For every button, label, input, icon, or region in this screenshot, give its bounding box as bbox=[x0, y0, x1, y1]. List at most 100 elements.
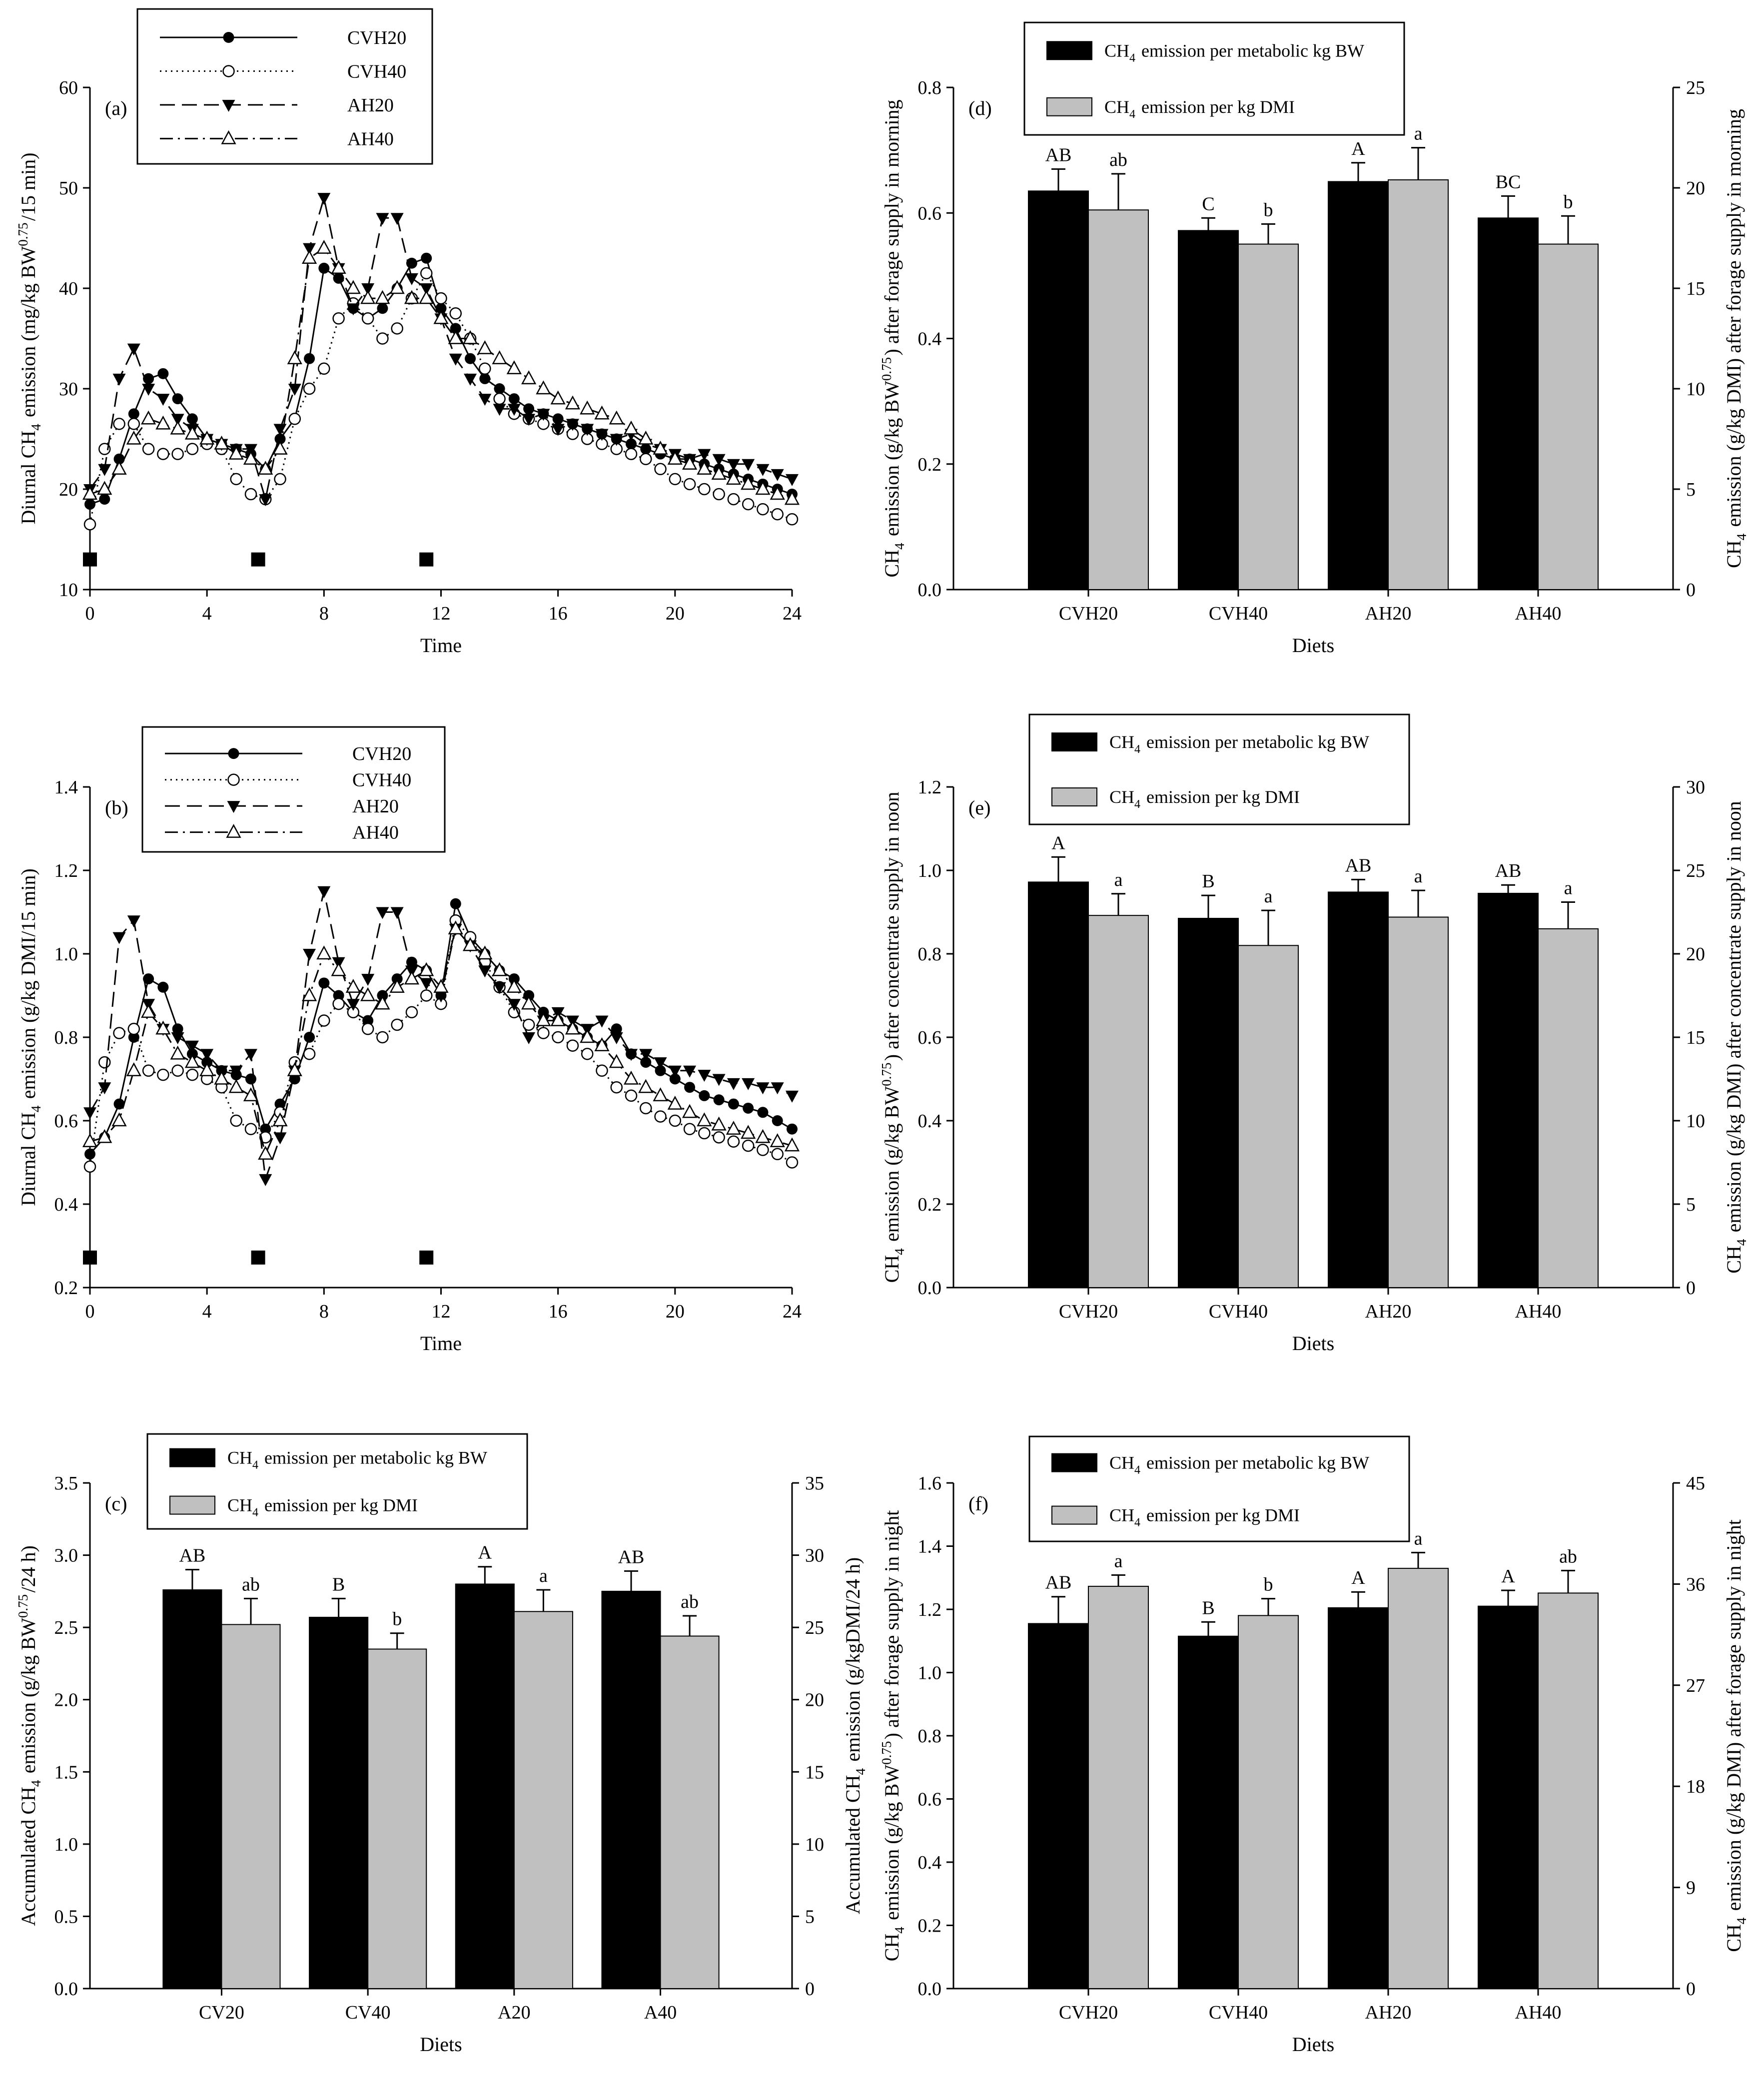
y-tick-label-right: 30 bbox=[1686, 777, 1705, 798]
data-point-CVH40 bbox=[479, 362, 491, 375]
legend-swatch bbox=[1051, 787, 1097, 806]
data-point-CVH40 bbox=[742, 1139, 755, 1152]
y-tick-label-right: 0 bbox=[1686, 580, 1696, 601]
data-point-AH20 bbox=[551, 424, 565, 436]
y-tick-label: 1.4 bbox=[54, 777, 78, 798]
y-tick-label-left: 3.5 bbox=[54, 1473, 78, 1494]
data-point-CVH20 bbox=[655, 1065, 666, 1076]
significance-letter: A bbox=[478, 1542, 492, 1563]
data-point-AH20 bbox=[522, 414, 536, 426]
data-point-AH20 bbox=[712, 1074, 726, 1086]
data-point-AH20 bbox=[361, 283, 375, 295]
y-tick-label-right: 5 bbox=[805, 1906, 815, 1927]
bar-dmi bbox=[1388, 1567, 1449, 1989]
legend-box bbox=[1028, 713, 1410, 825]
y-tick-label-left: 0.0 bbox=[918, 1278, 942, 1299]
y-tick-label-left: 0.4 bbox=[918, 1111, 942, 1132]
data-point-AH40 bbox=[711, 466, 727, 480]
data-point-AH40 bbox=[550, 1012, 566, 1026]
bar-bw bbox=[1328, 1607, 1389, 1989]
data-point-AH40 bbox=[419, 290, 434, 304]
x-tick-label: AH20 bbox=[1365, 2002, 1412, 2023]
feeding-marker bbox=[419, 1250, 434, 1265]
bar-dmi bbox=[1538, 1592, 1599, 1989]
data-point-AH20 bbox=[259, 1174, 272, 1186]
data-point-AH40 bbox=[214, 1070, 229, 1085]
data-point-AH40 bbox=[404, 970, 420, 985]
data-point-AH20 bbox=[259, 494, 272, 507]
y-tick-label-right: 25 bbox=[805, 1617, 824, 1638]
y-axis-title-left: CH4 emission (g/kg BW0.75 ) after forage… bbox=[879, 1510, 907, 1962]
y-tick-label-right: 35 bbox=[805, 1473, 824, 1494]
legend-box bbox=[141, 726, 446, 853]
x-axis-title: Diets bbox=[420, 2033, 462, 2056]
y-tick-label: 0.6 bbox=[54, 1111, 78, 1132]
data-point-CVH40 bbox=[596, 1064, 608, 1077]
y-tick-label-left: 0.2 bbox=[918, 454, 942, 475]
significance-letter: AB bbox=[1495, 860, 1522, 881]
significance-letter: A bbox=[1051, 832, 1065, 853]
data-point-AH40 bbox=[97, 481, 112, 495]
y-tick-label: 0.4 bbox=[54, 1194, 78, 1215]
x-tick-label: 8 bbox=[319, 603, 329, 624]
legend-swatch bbox=[1046, 41, 1092, 60]
data-point-AH40 bbox=[784, 491, 800, 505]
data-point-CVH40 bbox=[361, 312, 374, 325]
data-point-CVH20 bbox=[157, 981, 169, 993]
y-tick-label: 60 bbox=[59, 77, 78, 98]
data-point-AH20 bbox=[171, 1032, 184, 1044]
feeding-marker bbox=[251, 552, 265, 567]
data-point-CVH40 bbox=[654, 463, 667, 476]
data-point-CVH20 bbox=[186, 1048, 198, 1060]
data-point-AH20 bbox=[639, 1049, 653, 1061]
data-point-CVH20 bbox=[421, 252, 432, 264]
data-point-AH40 bbox=[550, 390, 566, 405]
significance-letter: a bbox=[1564, 877, 1573, 898]
data-point-AH20 bbox=[434, 990, 448, 1003]
data-point-CVH40 bbox=[610, 1081, 623, 1094]
data-point-AH40 bbox=[301, 250, 317, 264]
data-point-AH40 bbox=[521, 370, 537, 385]
data-point-AH20 bbox=[478, 394, 492, 406]
data-point-AH40 bbox=[755, 481, 771, 495]
y-axis-title-left: Accumulated CH4 emission (g/kg BW0.75 /2… bbox=[15, 1545, 43, 1926]
bar-dmi bbox=[1238, 243, 1299, 590]
data-point-AH40 bbox=[726, 1121, 742, 1135]
data-point-CVH40 bbox=[113, 1027, 125, 1039]
data-point-AH40 bbox=[492, 962, 507, 976]
y-tick-label-left: 0.6 bbox=[918, 1027, 942, 1048]
data-point-CVH20 bbox=[494, 383, 505, 394]
data-point-CVH20 bbox=[304, 1032, 315, 1043]
data-point-AH20 bbox=[493, 404, 506, 416]
data-point-CVH40 bbox=[683, 478, 696, 491]
data-point-AH20 bbox=[303, 243, 316, 255]
data-point-CVH20 bbox=[435, 303, 447, 314]
data-point-CVH20 bbox=[113, 1098, 125, 1110]
legend-box bbox=[1023, 21, 1405, 136]
data-point-AH40 bbox=[389, 280, 405, 294]
significance-letter: C bbox=[1202, 193, 1214, 214]
significance-letter: b bbox=[1564, 191, 1573, 212]
data-point-AH40 bbox=[126, 1062, 141, 1077]
data-point-CVH40 bbox=[757, 1144, 769, 1156]
data-point-CVH40 bbox=[625, 448, 638, 460]
data-point-AH40 bbox=[272, 1112, 288, 1127]
bar-dmi bbox=[367, 1648, 427, 1990]
y-tick-label: 10 bbox=[59, 580, 78, 601]
data-point-AH20 bbox=[390, 213, 404, 225]
y-tick-label-left: 1.2 bbox=[918, 1599, 942, 1620]
chart-b: 0 4 8 12 16 20 24 0.2 0.4 0.6 0.8 1.0 1.2 1.4 Time Diur… bbox=[17, 726, 802, 1355]
data-point-AH20 bbox=[288, 384, 301, 396]
legend-label: CVH40 bbox=[352, 770, 411, 791]
significance-letter: BC bbox=[1496, 171, 1521, 192]
bar-bw bbox=[1178, 1635, 1239, 1989]
data-point-AH20 bbox=[771, 469, 784, 481]
bar-bw bbox=[1028, 1623, 1089, 1989]
y-tick-label-right: 45 bbox=[1686, 1473, 1705, 1494]
significance-letter: AB bbox=[179, 1545, 205, 1566]
data-point-AH20 bbox=[361, 974, 375, 986]
data-point-CVH40 bbox=[522, 1018, 535, 1031]
bar-dmi bbox=[1088, 209, 1149, 591]
data-point-CVH40 bbox=[405, 1006, 418, 1019]
